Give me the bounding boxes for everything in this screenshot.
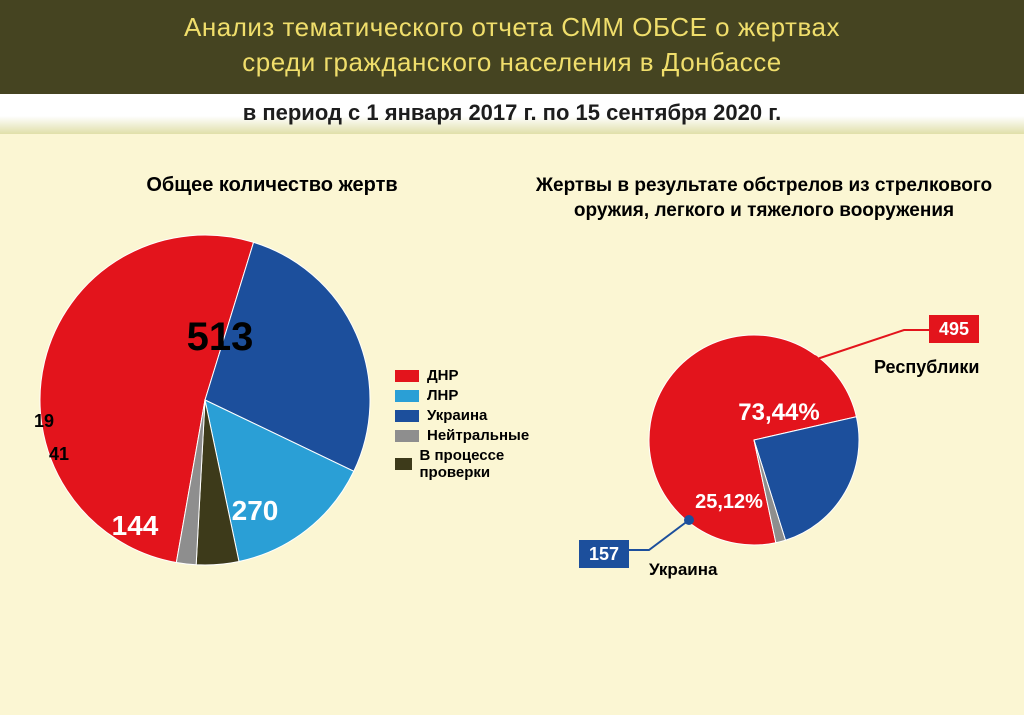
callout-value: 495 xyxy=(939,319,969,339)
legend-label: ЛНР xyxy=(427,387,458,404)
callout-dot xyxy=(809,355,819,365)
legend-swatch xyxy=(395,370,419,382)
legend-label: ДНР xyxy=(427,367,459,384)
callout-value: 157 xyxy=(589,544,619,564)
slice-value: 41 xyxy=(49,444,69,464)
date-range-band: в период с 1 января 2017 г. по 15 сентяб… xyxy=(0,94,1024,134)
legend-item: ДНР xyxy=(395,367,529,384)
legend-label: В процессе проверки xyxy=(420,447,530,481)
callout-line xyxy=(626,520,689,550)
title-line2: среди гражданского населения в Донбассе xyxy=(242,47,781,77)
callout-line xyxy=(814,330,931,360)
legend-item: В процессе проверки xyxy=(395,447,529,481)
legend-item: ЛНР xyxy=(395,387,529,404)
chart-right-title: Жертвы в результате обстрелов из стрелко… xyxy=(534,174,994,223)
slice-value: 144 xyxy=(112,510,159,541)
slice-value: 25,12% xyxy=(695,491,763,513)
pie-left: 513 270 144 41 19 xyxy=(30,215,380,585)
legend-swatch xyxy=(395,390,419,402)
callout-dot xyxy=(684,515,694,525)
slice-value: 513 xyxy=(187,315,254,359)
legend-swatch xyxy=(395,458,412,470)
slice-value: 19 xyxy=(34,411,54,431)
legend-label: Украина xyxy=(427,407,487,424)
chart-left-title: Общее количество жертв xyxy=(30,174,514,197)
legend-item: Нейтральные xyxy=(395,427,529,444)
header: Анализ тематического отчета СММ ОБСЕ о ж… xyxy=(0,0,1024,94)
chart-left: Общее количество жертв 513 270 144 41 19 ДНР… xyxy=(30,174,514,649)
side-label: Республики xyxy=(874,357,979,377)
date-range-text: в период с 1 января 2017 г. по 15 сентяб… xyxy=(243,100,782,125)
chart-right: Жертвы в результате обстрелов из стрелко… xyxy=(534,174,994,649)
legend-item: Украина xyxy=(395,407,529,424)
legend-swatch xyxy=(395,430,419,442)
side-label: Украина xyxy=(649,560,718,579)
slice-value: 270 xyxy=(232,495,279,526)
slice-value: 73,44% xyxy=(738,399,819,426)
pie-right: 73,44% 25,12% 495 157 Республики Украина xyxy=(534,230,994,650)
title-line1: Анализ тематического отчета СММ ОБСЕ о ж… xyxy=(184,12,840,42)
legend-swatch xyxy=(395,410,419,422)
page-title: Анализ тематического отчета СММ ОБСЕ о ж… xyxy=(20,10,1004,80)
chart-row: Общее количество жертв 513 270 144 41 19 ДНР… xyxy=(0,134,1024,649)
legend-left: ДНР ЛНР Украина Нейтральные В процессе прове… xyxy=(395,364,529,484)
legend-label: Нейтральные xyxy=(427,427,529,444)
